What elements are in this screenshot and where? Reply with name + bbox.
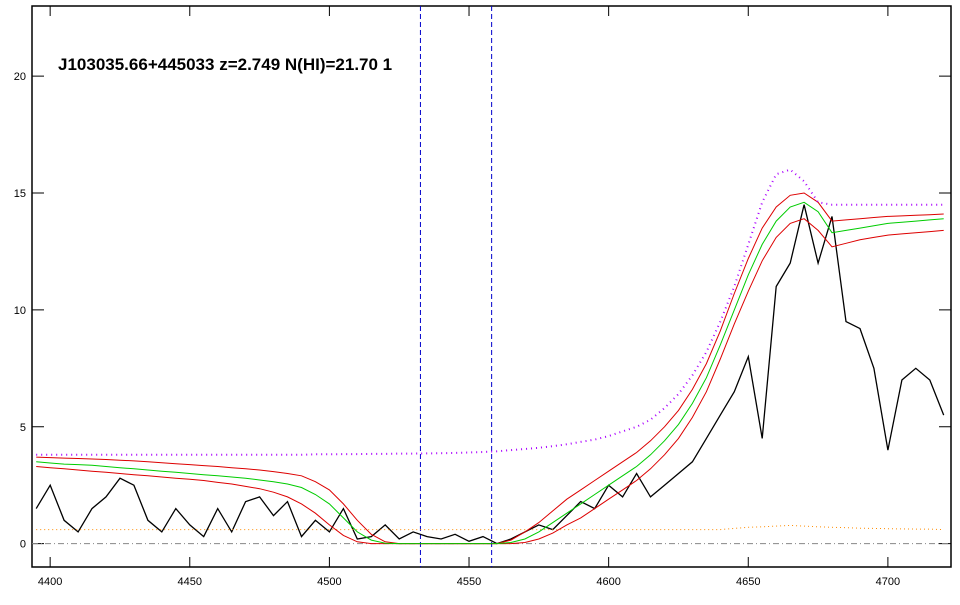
x-tick-label: 4700 [876, 576, 900, 588]
y-tick-label: 10 [14, 305, 26, 317]
x-tick-label: 4550 [457, 576, 481, 588]
x-tick-label: 4450 [178, 576, 202, 588]
x-tick-label: 4400 [38, 576, 62, 588]
chart-title: J103035.66+445033 z=2.749 N(HI)=21.70 1 [58, 55, 392, 74]
x-tick-label: 4500 [317, 576, 341, 588]
series-line [36, 201, 944, 545]
series-line [36, 168, 944, 456]
series-line [36, 218, 944, 545]
y-tick-label: 15 [14, 188, 26, 200]
y-tick-label: 20 [14, 71, 26, 83]
y-tick-label: 0 [20, 539, 26, 551]
x-tick-label: 4650 [736, 576, 760, 588]
series-line [36, 524, 944, 531]
x-tick-label: 4600 [596, 576, 620, 588]
series-line [35, 204, 945, 545]
series-line [36, 192, 944, 545]
y-tick-label: 5 [20, 422, 26, 434]
